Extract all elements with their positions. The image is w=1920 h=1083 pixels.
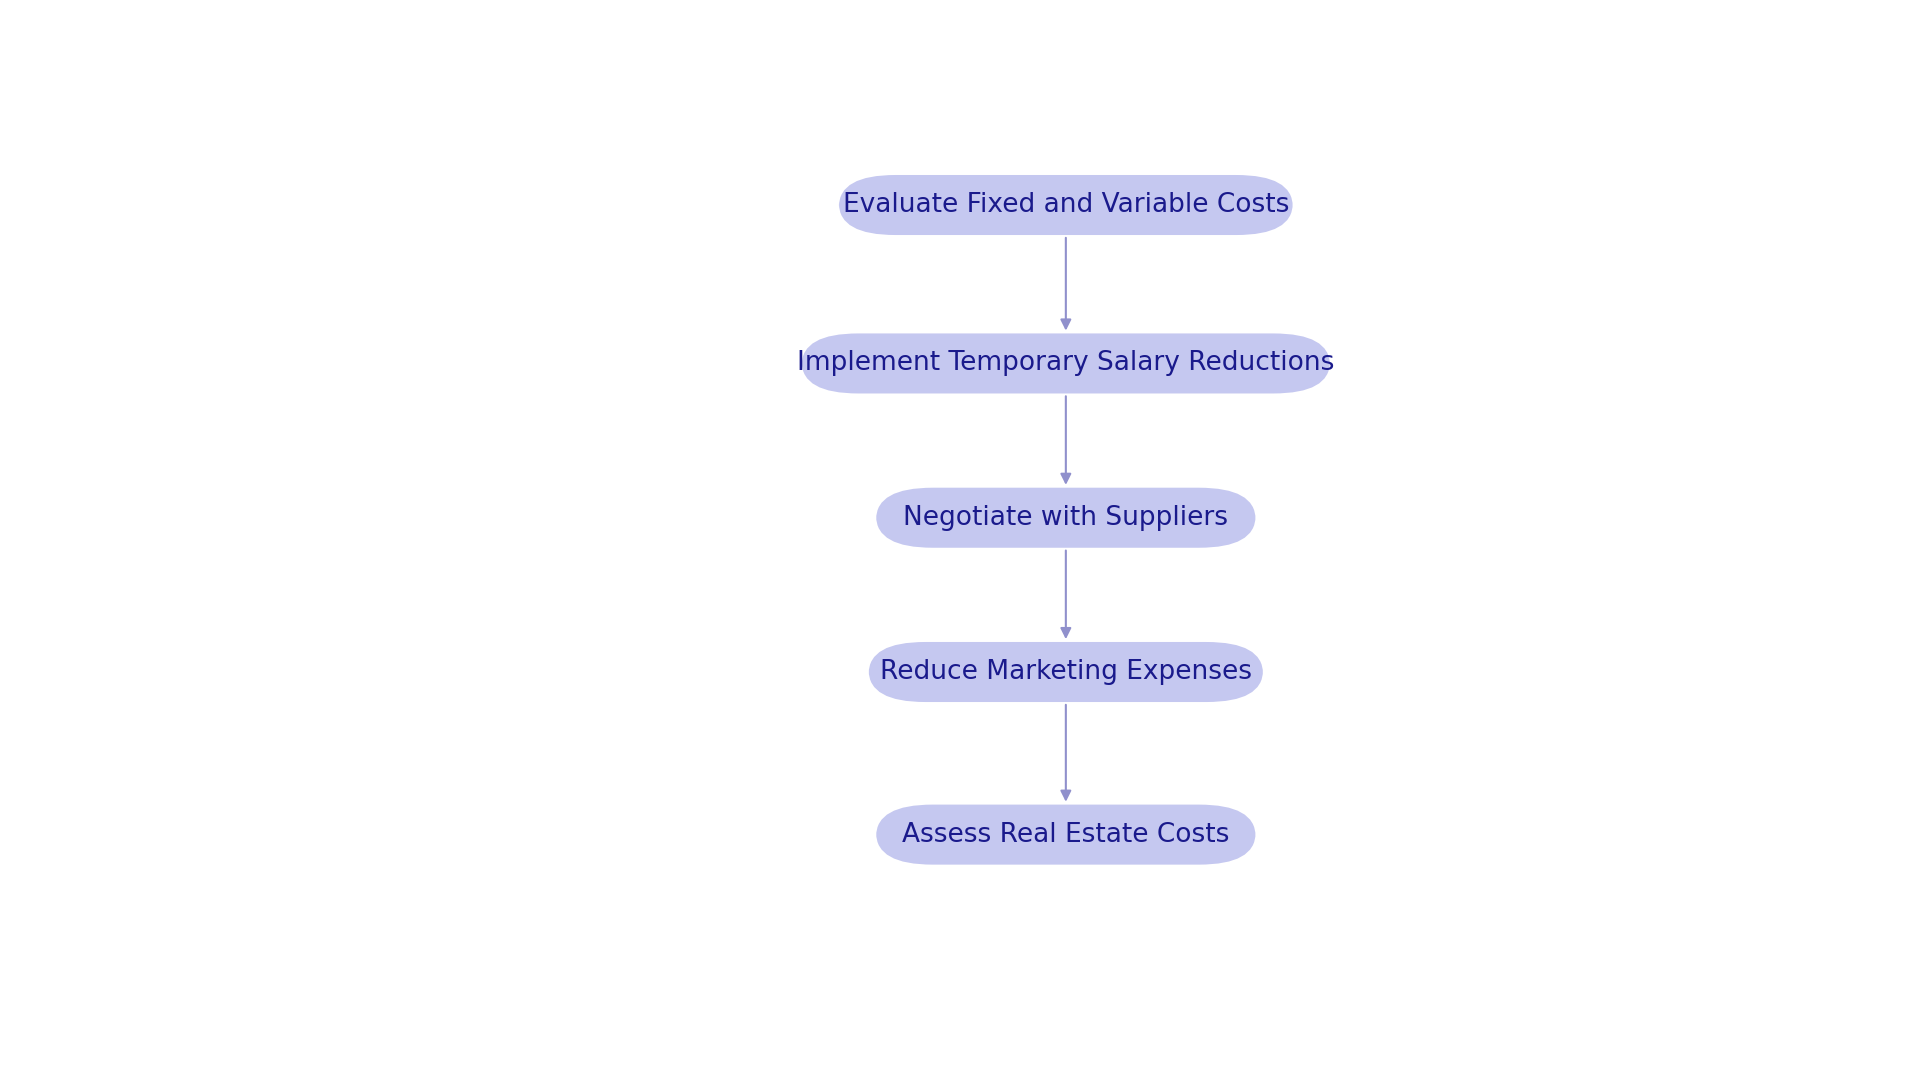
FancyBboxPatch shape bbox=[839, 175, 1292, 235]
Text: Implement Temporary Salary Reductions: Implement Temporary Salary Reductions bbox=[797, 351, 1334, 377]
Text: Negotiate with Suppliers: Negotiate with Suppliers bbox=[902, 505, 1229, 531]
Text: Assess Real Estate Costs: Assess Real Estate Costs bbox=[902, 822, 1229, 848]
Text: Reduce Marketing Expenses: Reduce Marketing Expenses bbox=[879, 658, 1252, 686]
FancyBboxPatch shape bbox=[876, 487, 1256, 548]
FancyBboxPatch shape bbox=[803, 334, 1331, 393]
FancyBboxPatch shape bbox=[868, 642, 1263, 702]
FancyBboxPatch shape bbox=[876, 805, 1256, 864]
Text: Evaluate Fixed and Variable Costs: Evaluate Fixed and Variable Costs bbox=[843, 192, 1288, 218]
